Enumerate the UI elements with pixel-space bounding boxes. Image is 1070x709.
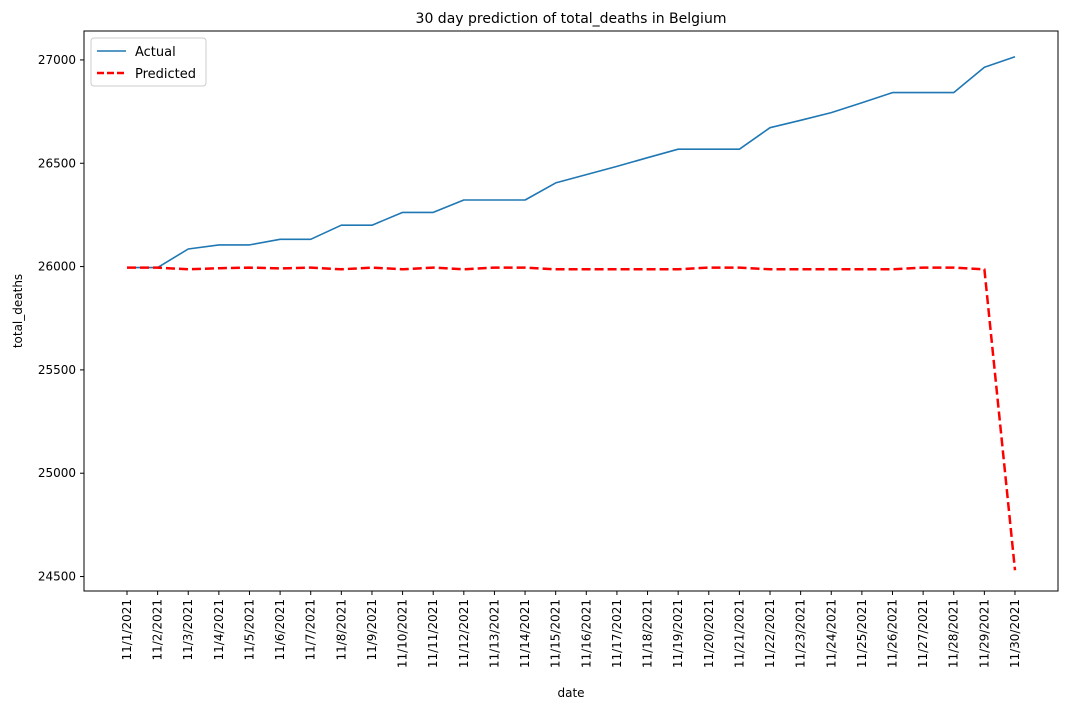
series-line-actual	[127, 56, 1016, 269]
x-tick-label: 11/4/2021	[212, 599, 226, 661]
x-tick-label: 11/20/2021	[702, 599, 716, 668]
x-tick-label: 11/30/2021	[1008, 599, 1022, 668]
x-tick-label: 11/1/2021	[120, 599, 134, 661]
y-tick-label: 27000	[38, 53, 76, 67]
y-axis: 24500 25000 25500 26000 26500 27000	[38, 53, 84, 584]
y-tick-label: 26500	[38, 156, 76, 170]
x-tick-label: 11/2/2021	[151, 599, 165, 661]
x-tick-label: 11/17/2021	[610, 599, 624, 668]
x-tick-label: 11/13/2021	[487, 599, 501, 668]
y-tick-label: 25500	[38, 363, 76, 377]
legend: Actual Predicted	[90, 37, 207, 87]
x-tick-label: 11/7/2021	[304, 599, 318, 661]
x-tick-label: 11/26/2021	[886, 599, 900, 668]
x-tick-label: 11/19/2021	[671, 599, 685, 668]
y-axis-label: total_deaths	[11, 274, 25, 348]
x-tick-label: 11/3/2021	[181, 599, 195, 661]
legend-label: Predicted	[135, 67, 196, 82]
x-tick-label: 11/9/2021	[365, 599, 379, 661]
x-tick-label: 11/27/2021	[916, 599, 930, 668]
series-line-predicted	[127, 266, 1017, 571]
x-tick-label: 11/16/2021	[579, 599, 593, 668]
x-tick-label: 11/10/2021	[396, 599, 410, 668]
x-tick-label: 11/25/2021	[855, 599, 869, 668]
x-axis-label: date	[557, 686, 584, 700]
x-tick-label: 11/12/2021	[457, 599, 471, 668]
x-tick-label: 11/8/2021	[334, 599, 348, 661]
x-tick-label: 11/11/2021	[426, 599, 440, 668]
x-tick-label: 11/29/2021	[977, 599, 991, 668]
x-tick-label: 11/21/2021	[732, 599, 746, 668]
series-layer	[127, 56, 1017, 571]
legend-label: Actual	[135, 45, 176, 60]
x-tick-label: 11/15/2021	[549, 599, 563, 668]
x-tick-label: 11/28/2021	[947, 599, 961, 668]
x-tick-label: 11/18/2021	[641, 599, 655, 668]
x-tick-label: 11/5/2021	[242, 599, 256, 661]
x-tick-label: 11/6/2021	[273, 599, 287, 661]
y-tick-label: 24500	[38, 570, 76, 584]
x-tick-label: 11/24/2021	[824, 599, 838, 668]
chart-title: 30 day prediction of total_deaths in Bel…	[416, 11, 727, 27]
x-tick-label: 11/22/2021	[763, 599, 777, 668]
x-axis: 11/1/2021 11/2/2021 11/3/2021 11/4/2021 11/5…	[120, 591, 1022, 668]
y-tick-label: 25000	[38, 466, 76, 480]
x-tick-label: 11/23/2021	[794, 599, 808, 668]
x-tick-label: 11/14/2021	[518, 599, 532, 668]
plot-frame	[83, 30, 1059, 592]
y-tick-label: 26000	[38, 260, 76, 274]
